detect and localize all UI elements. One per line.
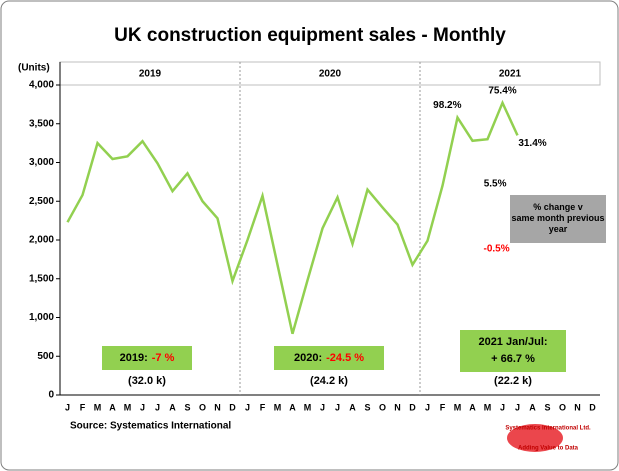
- x-tick-label: J: [425, 402, 430, 412]
- x-tick-label: S: [544, 402, 550, 412]
- x-tick-label: F: [260, 402, 266, 412]
- x-tick-label: F: [80, 402, 86, 412]
- x-tick-label: A: [169, 402, 176, 412]
- x-tick-label: M: [124, 402, 132, 412]
- x-tick-label: F: [440, 402, 446, 412]
- x-tick-label: M: [454, 402, 462, 412]
- x-tick-label: M: [484, 402, 492, 412]
- x-tick-label: A: [469, 402, 476, 412]
- summary-label: 2020:: [294, 352, 322, 364]
- x-tick-label: O: [559, 402, 566, 412]
- x-tick-label: M: [274, 402, 282, 412]
- summary-change: -7 %: [152, 352, 175, 364]
- x-tick-label: J: [140, 402, 145, 412]
- summary-box: [460, 330, 566, 372]
- x-tick-label: A: [109, 402, 116, 412]
- note-line: same month previous: [511, 213, 604, 223]
- x-tick-label: A: [289, 402, 296, 412]
- y-tick-label: 3,500: [29, 118, 54, 129]
- x-tick-label: A: [529, 402, 536, 412]
- note-line: year: [549, 224, 568, 234]
- x-tick-label: J: [245, 402, 250, 412]
- summary-total: (24.2 k): [310, 375, 348, 387]
- x-tick-label: J: [335, 402, 340, 412]
- x-tick-label: J: [65, 402, 70, 412]
- summary-total: (22.2 k): [494, 375, 532, 387]
- y-tick-label: 2,500: [29, 196, 54, 207]
- annotation: 31.4%: [518, 138, 546, 149]
- x-tick-label: N: [574, 402, 581, 412]
- note-line: % change v: [533, 202, 583, 212]
- y-unit: (Units): [18, 63, 50, 74]
- summary-change: -24.5 %: [326, 352, 364, 364]
- y-tick-label: 0: [48, 390, 54, 401]
- summary-label: 2021 Jan/Jul:: [478, 336, 547, 348]
- year-label: 2019: [139, 69, 162, 80]
- y-tick-label: 2,000: [29, 235, 54, 246]
- annotation: 98.2%: [433, 100, 461, 111]
- logo-name: Systematics International Ltd.: [505, 426, 591, 432]
- y-tick-label: 1,000: [29, 312, 54, 323]
- logo-globe: [507, 424, 563, 452]
- line-series: [66, 99, 519, 335]
- chart-title: UK construction equipment sales - Monthl…: [114, 25, 506, 46]
- x-tick-label: J: [155, 402, 160, 412]
- x-tick-label: J: [500, 402, 505, 412]
- source: Source: Systematics International: [70, 421, 231, 432]
- year-label: 2021: [499, 69, 522, 80]
- annotation: 75.4%: [488, 85, 516, 96]
- summary-text: 2019: -7 %: [120, 352, 175, 364]
- x-tick-label: N: [214, 402, 221, 412]
- x-tick-label: D: [409, 402, 416, 412]
- logo-tagline: Adding Value to Data: [518, 446, 579, 452]
- summary-total: (32.0 k): [128, 375, 166, 387]
- x-tick-label: D: [589, 402, 596, 412]
- note: % change v same month previous year: [511, 202, 604, 234]
- note-box: [510, 195, 606, 243]
- x-tick-label: J: [320, 402, 325, 412]
- annotation: -0.5%: [484, 243, 510, 254]
- x-tick-label: J: [515, 402, 520, 412]
- summary-label: 2019:: [120, 352, 148, 364]
- x-tick-label: D: [229, 402, 236, 412]
- y-tick-label: 3,000: [29, 157, 54, 168]
- x-tick-label: A: [349, 402, 356, 412]
- x-tick-label: M: [94, 402, 102, 412]
- x-tick-label: O: [199, 402, 206, 412]
- y-tick-label: 4,000: [29, 80, 54, 91]
- y-tick-label: 500: [37, 351, 54, 362]
- x-tick-label: S: [364, 402, 370, 412]
- summary-text: 2020: -24.5 %: [294, 352, 364, 364]
- x-tick-label: N: [394, 402, 401, 412]
- logo: Systematics International Ltd. Adding Va…: [505, 424, 591, 452]
- x-tick-label: O: [379, 402, 386, 412]
- x-tick-label: M: [304, 402, 312, 412]
- y-tick-label: 1,500: [29, 273, 54, 284]
- x-tick-label: S: [184, 402, 190, 412]
- summary-change: + 66.7 %: [491, 353, 535, 365]
- summary-box: [274, 346, 384, 370]
- year-label: 2020: [319, 69, 342, 80]
- annotation: 5.5%: [484, 178, 507, 189]
- summary-box: [102, 346, 192, 370]
